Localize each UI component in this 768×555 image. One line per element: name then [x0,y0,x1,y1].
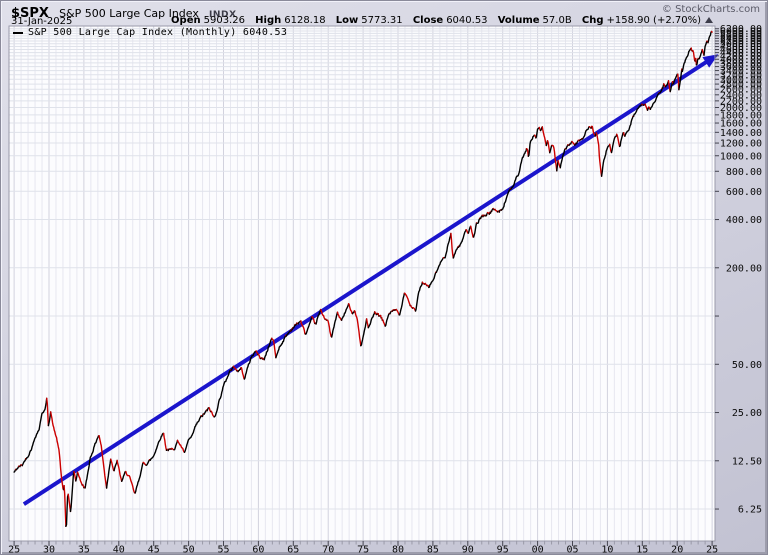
change-label: Chg [581,15,604,26]
svg-text:25: 25 [706,545,718,555]
change-up-arrow-icon [705,17,713,23]
svg-text:6200.00: 6200.00 [720,24,762,35]
svg-text:3000.00: 3000.00 [720,75,762,86]
svg-text:3600.00: 3600.00 [720,62,762,73]
svg-text:40: 40 [113,545,125,555]
index-name: S&P 500 Large Cap Index [59,7,199,20]
open-label: Open [171,15,201,26]
open-value: 5903.26 [203,15,245,26]
svg-text:85: 85 [427,545,439,555]
svg-text:35: 35 [78,545,90,555]
svg-text:2800.00: 2800.00 [720,80,762,91]
vertical-gridlines [13,26,713,541]
svg-text:45: 45 [148,545,160,555]
close-value: 6040.53 [446,15,488,26]
exchange-label: INDX [208,10,237,20]
svg-text:6000.00: 6000.00 [720,27,762,38]
change-value: +158.90 (+2.70%) [606,15,702,26]
x-axis-year-labels: 25 30 35 40 45 50 55 60 65 70 75 80 85 90 95 00 05 10 15 20… [8,541,718,555]
svg-text:10: 10 [601,545,613,555]
price-series-line [13,30,713,527]
legend-line-swatch-icon [13,31,23,34]
svg-text:75: 75 [357,545,369,555]
svg-text:1200.00: 1200.00 [720,139,762,150]
svg-text:20: 20 [671,545,683,555]
svg-text:4000.00: 4000.00 [720,55,762,66]
svg-text:4200.00: 4200.00 [720,51,762,62]
svg-text:800.00: 800.00 [726,167,762,178]
svg-text:1800.00: 1800.00 [720,110,762,121]
close-label: Close [412,15,444,26]
svg-text:25: 25 [8,545,20,555]
svg-text:1600.00: 1600.00 [720,119,762,130]
svg-text:1000.00: 1000.00 [720,151,762,162]
svg-text:50: 50 [183,545,195,555]
volume-value: 57.0B [542,15,572,26]
svg-text:5400.00: 5400.00 [720,34,762,45]
stockcharts-copyright: © StockCharts.com [661,4,760,15]
ticker-symbol: $SPX [11,6,49,21]
svg-text:3800.00: 3800.00 [720,58,762,69]
high-label: High [255,15,282,26]
svg-text:30: 30 [43,545,55,555]
svg-text:6.25: 6.25 [738,505,762,516]
svg-text:12.50: 12.50 [732,456,762,467]
svg-text:1400.00: 1400.00 [720,128,762,139]
svg-text:05: 05 [566,545,578,555]
svg-text:5800.00: 5800.00 [720,29,762,40]
svg-text:4400.00: 4400.00 [720,48,762,59]
svg-text:5600.00: 5600.00 [720,31,762,42]
low-value: 5773.31 [361,15,403,26]
svg-text:3400.00: 3400.00 [720,66,762,77]
svg-text:2600.00: 2600.00 [720,85,762,96]
svg-text:50.00: 50.00 [732,360,762,371]
quote-summary-bar: Open 5903.26 High 6128.18 Low 5773.31 Close… [171,15,713,26]
chart-header: $SPX S&P 500 Large Cap Index INDX [11,2,237,21]
svg-text:90: 90 [462,545,474,555]
svg-text:95: 95 [497,545,509,555]
svg-text:4600.00: 4600.00 [720,45,762,56]
svg-text:600.00: 600.00 [726,187,762,198]
svg-text:80: 80 [392,545,404,555]
svg-text:55: 55 [217,545,229,555]
svg-text:65: 65 [287,545,299,555]
svg-text:15: 15 [636,545,648,555]
horizontal-gridlines [9,28,715,510]
legend-text: S&P 500 Large Cap Index (Monthly) 6040.5… [28,27,288,38]
svg-text:25.00: 25.00 [732,408,762,419]
svg-text:5000.00: 5000.00 [720,39,762,50]
svg-text:2000.00: 2000.00 [720,103,762,114]
svg-text:00: 00 [532,545,544,555]
svg-text:400.00: 400.00 [726,215,762,226]
volume-label: Volume [497,15,540,26]
svg-text:5200.00: 5200.00 [720,36,762,47]
chart-date: 31-Jan-2025 [11,16,73,27]
svg-text:2400.00: 2400.00 [720,90,762,101]
svg-text:2200.00: 2200.00 [720,96,762,107]
svg-text:4800.00: 4800.00 [720,42,762,53]
svg-text:3200.00: 3200.00 [720,70,762,81]
svg-text:60: 60 [252,545,264,555]
high-value: 6128.18 [284,15,326,26]
svg-text:70: 70 [322,545,334,555]
series-legend: S&P 500 Large Cap Index (Monthly) 6040.5… [13,27,287,38]
svg-text:200.00: 200.00 [726,263,762,274]
low-label: Low [335,15,359,26]
y-axis-price-labels: 6.25 12.50 25.00 50.00 200.00 400.00 600.00 800… [715,24,762,516]
